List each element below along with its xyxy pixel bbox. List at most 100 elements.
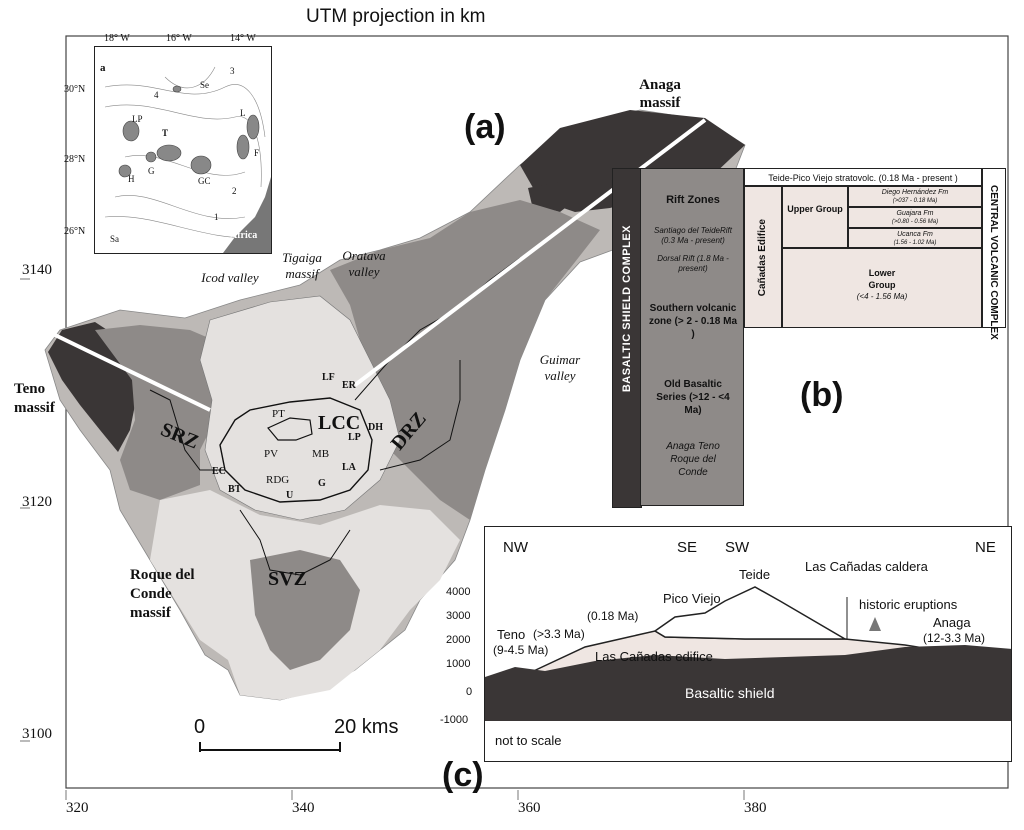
inset-lat-26: 26°N (64, 226, 86, 237)
panel-label-a: (a) (464, 108, 506, 146)
strat-canadas-column: Cañadas Edifice (744, 186, 782, 328)
label-shield: Basaltic shield (685, 685, 775, 701)
cross-section: NW SE SW NE Teide Las Cañadas caldera Pi… (484, 526, 1012, 762)
label-pico-viejo: Pico Viejo (663, 591, 721, 606)
label-anaga: Anaga (933, 615, 971, 630)
inset-island-f: F (254, 148, 260, 158)
inset-island-h: H (128, 174, 135, 184)
strat-formation-dh-name: Diego Hernández Fm (881, 189, 949, 196)
strat-lower-name: Lower Group (868, 268, 896, 290)
label-scale-note: not to scale (495, 733, 562, 748)
teide-shape (653, 586, 848, 640)
inset-island-l: L (240, 108, 246, 118)
label-lp: LP (348, 432, 361, 443)
label-er: ER (342, 380, 356, 391)
figure-title: UTM projection in km (306, 6, 486, 27)
y-tick-3100: 3100 (22, 726, 52, 742)
strat-rift-title: Rift Zones (666, 194, 720, 206)
strat-formation-guajara-name: Guajara Fm (896, 210, 934, 217)
strat-canadas-label: Cañadas Edifice (757, 219, 768, 297)
strat-formation-ucanca-age: (1.56 - 1.02 Ma) (893, 240, 937, 246)
inset-svg (95, 47, 271, 253)
tigaiga-label: Tigaiga massif (282, 250, 322, 281)
inset-num-2: 2 (232, 186, 237, 196)
teno-label: Teno massif (14, 381, 55, 416)
scale-end: 20 kms (334, 716, 399, 738)
label-u: U (286, 490, 294, 501)
x-tick-340: 340 (292, 800, 315, 816)
inset-lon-14: 14° W (230, 33, 256, 44)
inset-lat-28: 28°N (64, 154, 86, 165)
label-dh: DH (368, 422, 383, 433)
island-tenerife (44, 109, 746, 701)
icod-label: Icod valley (201, 270, 259, 285)
roque-label: Roque del Conde massif (130, 567, 195, 621)
label-lf: LF (322, 372, 335, 383)
label-la: LA (342, 462, 356, 473)
strat-formation-dh-age: (>037 - 0.18 Ma) (892, 198, 938, 204)
cs-y-2000: 2000 (446, 634, 471, 646)
zone-lcc: LCC (318, 412, 361, 434)
label-teno: Teno (497, 627, 526, 642)
profile-line-ne (353, 118, 707, 387)
label-ec: EC (212, 466, 226, 477)
inset-num-4: 4 (154, 90, 159, 100)
strat-lower-group: Lower Group (<4 - 1.56 Ma) (782, 248, 982, 328)
inset-island-sa: Sa (110, 234, 119, 244)
pico-teide-outline (267, 417, 313, 441)
panel-label-c: (c) (442, 756, 484, 794)
y-tick-3120: 3120 (22, 494, 52, 510)
map-frame (65, 35, 1009, 789)
cs-y-4000: 4000 (446, 586, 471, 598)
guimar-label: Guimar valley (539, 352, 581, 383)
dir-sw: SW (725, 539, 750, 556)
strat-teide-pico: Teide-Pico Viejo stratovolc. (0.18 Ma - … (744, 168, 982, 186)
strat-formation-ucanca: Ucanca Fm (1.56 - 1.02 Ma) (848, 228, 982, 248)
cs-y-minus-1000: -1000 (440, 714, 469, 726)
strat-southern: Southern volcanic zone (> 2 - 0.18 Ma ) (648, 303, 738, 340)
strat-santiago: Santiago del TeideRift (0.3 Ma - present… (654, 226, 732, 245)
africa-shape (223, 177, 271, 253)
strat-basaltic-shield: BASALTIC SHIELD COMPLEX (612, 168, 642, 508)
inset-lon-18: 18° W (104, 33, 130, 44)
inset-lon-16: 16° W (166, 33, 192, 44)
strat-massifs: Anaga Teno Roque del Conde (666, 441, 720, 478)
label-pv: PV (264, 448, 279, 460)
inset-num-3: 3 (230, 66, 235, 76)
cs-y-0: 0 (466, 686, 473, 698)
scale-bar (199, 742, 341, 752)
shield-shape (485, 645, 1011, 721)
label-historic: historic eruptions (859, 597, 958, 612)
strat-basaltic-label: BASALTIC SHIELD COMPLEX (621, 225, 633, 393)
dir-nw: NW (503, 539, 528, 556)
anaga-label: Anaga massif (639, 77, 681, 111)
inset-island-t: T (162, 128, 169, 138)
strat-formation-guajara-age: (>0.80 - 0.56 Ma) (891, 219, 939, 225)
strat-central-column: CENTRAL VOLCANIC COMPLEX (982, 168, 1006, 340)
x-tick-320: 320 (66, 800, 89, 816)
label-edifice: Las Cañadas edifice (595, 649, 713, 664)
x-tick-380: 380 (744, 800, 767, 816)
label-teide: Teide (739, 567, 771, 582)
label-rdg: RDG (266, 474, 290, 486)
zone-svz: SVZ (268, 568, 307, 590)
strat-dorsal: Dorsal Rift (1.8 Ma - present) (657, 254, 729, 273)
label-bt: BT (228, 484, 242, 495)
label-mb: MB (312, 448, 330, 460)
cs-y-1000: 1000 (446, 658, 471, 670)
strat-formation-guajara: Guajara Fm (>0.80 - 0.56 Ma) (848, 207, 982, 228)
inset-label-a: a (100, 62, 106, 74)
inset-lat-30: 30°N (64, 84, 86, 95)
y-tick-3140: 3140 (22, 262, 52, 278)
cross-section-svg (485, 586, 1011, 721)
inset-island-lp: LP (132, 114, 143, 124)
strat-old-basaltic: Old Basaltic Series (>12 - <4 Ma) (656, 379, 730, 416)
inset-num-1: 1 (214, 212, 219, 222)
anaga-massif-shape (520, 110, 745, 212)
label-teno-age: (9-4.5 Ma) (493, 643, 549, 657)
inset-island-gc: GC (198, 176, 211, 186)
inset-africa: Africa (230, 230, 258, 241)
label-g: G (318, 478, 326, 489)
